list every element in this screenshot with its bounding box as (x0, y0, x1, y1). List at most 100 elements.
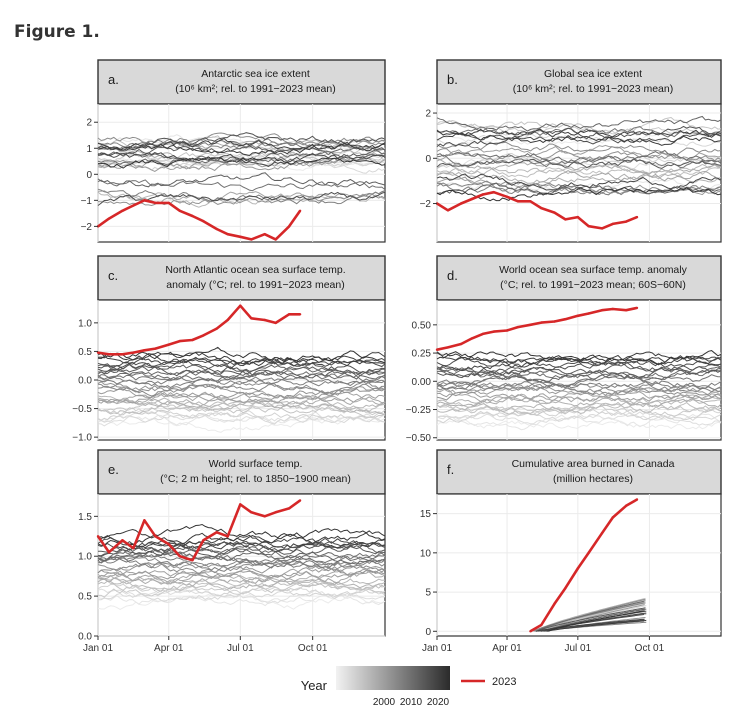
series-2023-point (553, 211, 556, 214)
y-tick-label: 15 (420, 509, 432, 520)
series-2023-point (178, 339, 181, 343)
y-tick-label: 0.5 (78, 592, 92, 603)
background-year-line (436, 363, 722, 375)
background-year-line (97, 391, 386, 404)
background-year-line (436, 159, 722, 175)
series-2023-point (274, 321, 277, 325)
x-tick-label: Apr 01 (154, 643, 184, 654)
series-2023-point (611, 516, 614, 519)
background-year-line (97, 528, 386, 545)
background-year-line (436, 129, 722, 146)
background-years-lines (533, 597, 647, 632)
series-2023-point (274, 511, 277, 514)
y-tick-label: 1.5 (78, 512, 92, 523)
y-tick-label: 0.00 (412, 377, 432, 388)
background-year-line (97, 132, 386, 151)
background-year-line (436, 173, 722, 191)
background-year-line (97, 346, 386, 364)
series-2023-point (202, 539, 205, 542)
x-tick-label: Jul 01 (227, 643, 254, 654)
background-year-line (97, 381, 386, 399)
background-year-line (97, 363, 386, 380)
background-year-line (97, 390, 386, 404)
background-year-line (544, 604, 645, 632)
panel-title-line: North Atlantic ocean sea surface temp. (165, 264, 345, 276)
background-year-line (436, 170, 722, 188)
legend-2023-label: 2023 (492, 676, 516, 688)
series-2023-point (287, 313, 291, 316)
panel-strip (436, 449, 722, 495)
background-years-lines (436, 115, 722, 202)
series-2023-line (97, 199, 302, 241)
panel-letter: e. (108, 462, 119, 477)
background-years-lines (436, 350, 722, 431)
legend-tick-label: 2020 (427, 697, 450, 708)
series-2023-point (107, 217, 111, 220)
panel-a: a. Antarctic sea ice extent (10⁶ km²; rel.… (81, 59, 386, 243)
background-year-line (436, 413, 722, 431)
background-year-line (436, 397, 722, 415)
series-2023-point (576, 567, 579, 570)
background-year-line (97, 192, 386, 207)
background-year-line (97, 141, 386, 157)
background-year-line (436, 351, 722, 366)
y-tick-label: 1.0 (78, 552, 92, 563)
series-2023-point (540, 623, 543, 627)
series-2023-point (154, 347, 157, 350)
background-year-line (436, 115, 722, 132)
background-year-line (97, 172, 386, 188)
y-tick-label: 2 (86, 118, 92, 129)
background-year-line (97, 555, 386, 568)
background-year-line (97, 536, 386, 551)
series-2023-point (154, 535, 157, 538)
background-years-lines (97, 346, 386, 433)
panel-letter: d. (447, 268, 458, 283)
y-tick-label: 0 (86, 170, 92, 181)
series-2023-point (132, 547, 135, 550)
series-2023-point (96, 535, 100, 538)
panel-f: f. Cumulative area burned in Canada (milli… (420, 449, 722, 654)
series-2023-point (576, 314, 579, 317)
background-year-line (97, 153, 386, 172)
series-2023-point (263, 515, 266, 518)
panel-title-line: World ocean sea surface temp. anomaly (499, 264, 687, 276)
series-2023-point (564, 586, 567, 590)
background-year-line (97, 409, 386, 427)
background-year-line (97, 134, 385, 149)
panel-strip (97, 59, 386, 105)
series-2023-point (167, 343, 170, 346)
panel-e: e. World surface temp. (°C; 2 m height; re… (78, 449, 386, 654)
series-2023-point (459, 342, 463, 346)
series-2023-point (492, 191, 495, 194)
series-2023-point (516, 200, 520, 203)
legend: Year 2000 2010 2020 2023 (301, 666, 516, 708)
background-year-line (436, 148, 722, 162)
panel-title-line: (million hectares) (553, 473, 633, 485)
background-years-lines (97, 523, 386, 610)
panel-title-line: Global sea ice extent (544, 68, 642, 80)
panel-title-line: World surface temp. (209, 458, 303, 470)
background-year-line (436, 125, 722, 141)
series-2023-point (624, 309, 628, 312)
background-year-line (97, 179, 386, 192)
series-2023-point (132, 351, 135, 354)
series-2023-point (215, 227, 218, 231)
series-2023-point (239, 304, 242, 307)
panel-letter: a. (108, 72, 119, 87)
x-tick-label: Jul 01 (564, 643, 591, 654)
series-2023-point (215, 327, 218, 330)
background-year-line (97, 357, 386, 370)
background-year-line (97, 375, 386, 385)
series-2023-point (635, 215, 639, 219)
background-year-line (97, 366, 386, 381)
y-tick-label: −0.25 (406, 405, 432, 416)
series-2023-point (587, 225, 590, 228)
series-2023-point (250, 238, 253, 241)
background-year-line (436, 152, 722, 169)
background-year-line (97, 574, 386, 586)
series-2023-point (587, 551, 590, 554)
series-2023-point (121, 539, 124, 542)
series-2023-point (226, 233, 229, 236)
series-2023-line (97, 304, 301, 356)
